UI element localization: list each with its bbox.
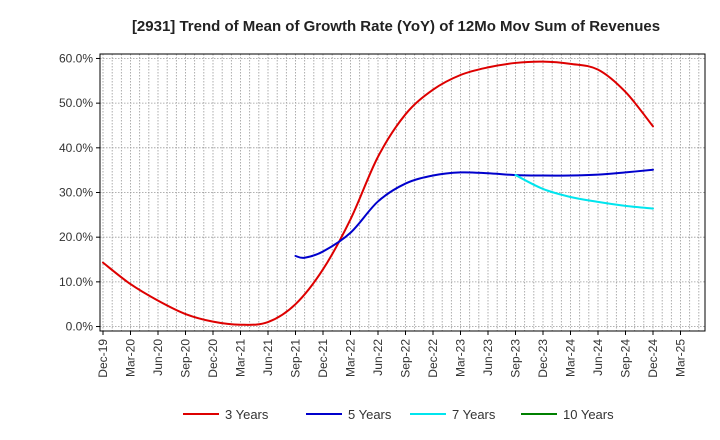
- x-tick-label: Dec-21: [316, 339, 330, 378]
- legend: 3 Years 5 Years 7 Years 10 Years: [183, 407, 614, 422]
- x-tick-label: Dec-22: [426, 339, 440, 378]
- legend-label-10-years: 10 Years: [563, 407, 614, 422]
- legend-label-5-years: 5 Years: [348, 407, 392, 422]
- x-tick-label: Sep-21: [289, 339, 303, 378]
- x-tick-label: Sep-23: [509, 339, 523, 378]
- x-tick-label: Dec-20: [206, 339, 220, 378]
- series-line-3-years: [102, 60, 654, 326]
- x-tick-label: Mar-24: [564, 339, 578, 377]
- x-tick-label: Jun-23: [481, 339, 495, 376]
- x-tick-label: Jun-21: [261, 339, 275, 376]
- y-tick-label: 50.0%: [59, 96, 93, 110]
- x-tick-label: Sep-24: [619, 339, 633, 378]
- x-axis: Dec-19 Mar-20 Jun-20 Sep-20 Dec-20 Mar-21 Jun-…: [96, 331, 688, 378]
- x-tick-label: Jun-20: [151, 339, 165, 376]
- y-tick-label: 10.0%: [59, 275, 93, 289]
- x-tick-label: Jun-22: [371, 339, 385, 376]
- series-line-5-years: [294, 168, 654, 259]
- series-lines: [102, 60, 654, 326]
- x-tick-label: Jun-24: [591, 339, 605, 376]
- x-tick-label: Sep-22: [399, 339, 413, 378]
- y-axis: 0.0% 10.0% 20.0% 30.0% 40.0% 50.0% 60.0%: [59, 51, 100, 334]
- x-tick-label: Mar-22: [344, 339, 358, 377]
- x-tick-label: Sep-20: [179, 339, 193, 378]
- legend-label-7-years: 7 Years: [452, 407, 496, 422]
- x-tick-label: Mar-25: [674, 339, 688, 377]
- y-tick-label: 0.0%: [66, 320, 94, 334]
- x-tick-label: Dec-23: [536, 339, 550, 378]
- y-tick-label: 30.0%: [59, 186, 93, 200]
- y-tick-label: 20.0%: [59, 230, 93, 244]
- y-tick-label: 40.0%: [59, 141, 93, 155]
- x-tick-label: Mar-20: [124, 339, 138, 377]
- legend-label-3-years: 3 Years: [225, 407, 269, 422]
- x-tick-label: Dec-24: [646, 339, 660, 378]
- x-tick-label: Mar-23: [454, 339, 468, 377]
- chart-title: [2931] Trend of Mean of Growth Rate (YoY…: [132, 18, 660, 35]
- series-line-7-years: [514, 174, 654, 210]
- x-tick-label: Dec-19: [96, 339, 110, 378]
- grid: [100, 54, 705, 331]
- x-tick-label: Mar-21: [234, 339, 248, 377]
- y-tick-label: 60.0%: [59, 51, 93, 65]
